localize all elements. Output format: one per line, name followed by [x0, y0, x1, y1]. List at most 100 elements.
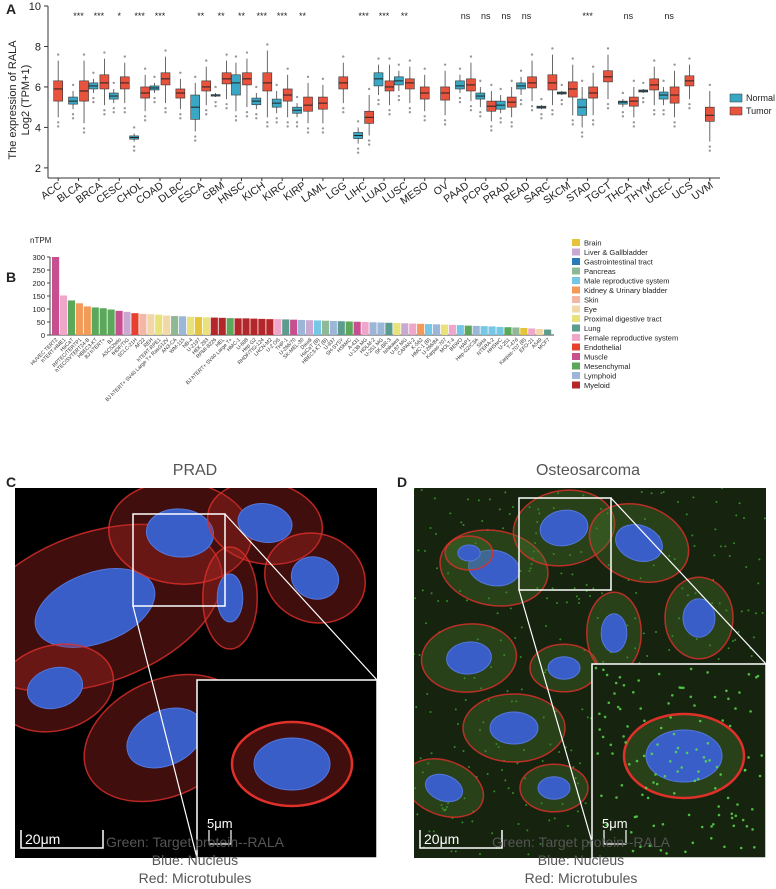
protein-speckle [462, 524, 465, 526]
inset-protein-speckle [719, 773, 722, 776]
protein-speckle [607, 564, 610, 566]
normal-outlier [194, 139, 197, 142]
normal-outlier [458, 96, 462, 100]
microtubule-edge [512, 489, 616, 567]
bar [456, 325, 464, 335]
protein-speckle [532, 550, 535, 553]
tumor-outlier [103, 113, 106, 116]
tumor-outlier [205, 59, 208, 62]
protein-speckle [414, 488, 415, 489]
tumor-outlier [321, 131, 325, 134]
bar [155, 314, 163, 335]
normal-outlier [580, 135, 584, 138]
tumor-outlier [103, 51, 106, 54]
inset-protein-speckle [631, 849, 635, 853]
tumor-outlier [632, 125, 636, 128]
tumor-outlier [510, 121, 513, 124]
tumor-outlier [551, 47, 554, 50]
protein-speckle [737, 631, 740, 633]
tumor-outlier [469, 104, 473, 108]
tumor-outlier [708, 145, 712, 148]
normal-outlier [153, 96, 156, 100]
legend-swatch [572, 362, 580, 370]
normal-outlier [499, 121, 502, 124]
significance-marker: ns [461, 11, 471, 21]
normal-outlier [132, 126, 136, 129]
protein-speckle [558, 751, 561, 753]
legend-label: Normal [746, 93, 775, 103]
protein-speckle [473, 677, 476, 679]
normal-outlier [662, 109, 665, 112]
protein-speckle [734, 639, 737, 641]
inset-protein-speckle [706, 671, 709, 674]
protein-speckle [437, 600, 440, 602]
tumor-outlier [266, 43, 269, 46]
bar [305, 320, 314, 335]
protein-speckle [519, 656, 522, 658]
protein-speckle [536, 521, 539, 523]
protein-speckle [548, 819, 551, 822]
bar [123, 311, 131, 335]
protein-speckle [652, 564, 655, 567]
protein-speckle [497, 746, 500, 748]
inset-protein-speckle [680, 686, 683, 690]
tumor-outlier [571, 119, 574, 122]
inset-protein-speckle [734, 814, 738, 818]
tumor-outlier [82, 53, 86, 56]
protein-speckle [745, 566, 748, 568]
protein-speckle [463, 677, 466, 680]
tumor-outlier [443, 123, 447, 126]
tumor-box [440, 86, 450, 101]
normal-outlier [397, 94, 401, 98]
protein-speckle [733, 542, 736, 545]
protein-speckle [549, 743, 552, 746]
legend-swatch [572, 334, 580, 341]
tumor-outlier [673, 63, 676, 66]
normal-outlier [92, 96, 95, 100]
significance-marker: ns [522, 11, 532, 21]
normal-outlier [153, 75, 156, 79]
tumor-outlier [367, 87, 371, 91]
osteosarcoma-micrograph: 20μm 5μm [414, 488, 766, 858]
cell [586, 591, 642, 675]
protein-speckle [715, 501, 718, 503]
legend-label: Pancreas [584, 267, 616, 276]
legend-swatch [572, 372, 580, 379]
protein-speckle [528, 506, 531, 508]
protein-speckle [560, 572, 563, 575]
bar [432, 324, 441, 335]
inset-protein-speckle [672, 732, 676, 736]
legend-swatch [572, 324, 580, 332]
prad-micrograph: 20μm 5μm [15, 488, 377, 858]
protein-speckle [757, 582, 760, 585]
protein-speckle [454, 708, 457, 711]
microtubule-edge [420, 623, 518, 693]
zoom-region-box [518, 497, 612, 591]
inset-protein-speckle [753, 846, 756, 849]
protein-speckle [520, 688, 523, 691]
protein-speckle [528, 570, 531, 572]
inset-protein-speckle [655, 782, 659, 786]
protein-speckle [496, 612, 499, 615]
normal-outlier [662, 79, 665, 83]
protein-speckle [414, 787, 417, 790]
significance-marker: *** [379, 11, 390, 21]
protein-speckle [692, 496, 695, 499]
bar [504, 327, 512, 335]
protein-speckle [414, 653, 415, 655]
protein-speckle [421, 771, 424, 774]
protein-speckle [718, 602, 721, 605]
bar [393, 323, 401, 335]
inset-protein-speckle [635, 815, 638, 818]
inset-protein-speckle [607, 701, 611, 705]
inset-protein-speckle [630, 831, 633, 834]
protein-speckle [447, 802, 450, 805]
tumor-outlier [571, 123, 574, 126]
inset-protein-speckle [751, 808, 754, 811]
protein-speckle [512, 506, 514, 508]
protein-speckle [526, 829, 529, 832]
tumor-outlier [551, 109, 554, 112]
protein-speckle [576, 782, 579, 785]
protein-speckle [553, 817, 556, 820]
normal-box [68, 96, 78, 105]
